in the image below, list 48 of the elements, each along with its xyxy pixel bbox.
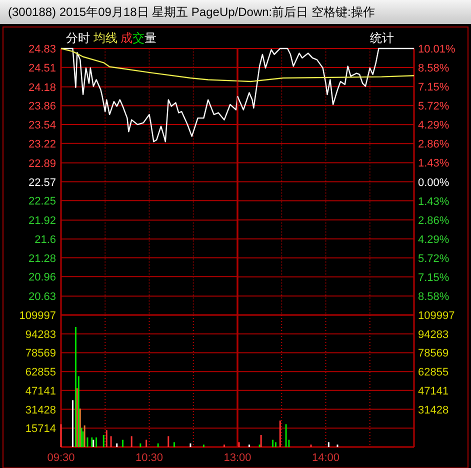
y2-tick-label: 7.15%: [418, 272, 450, 284]
y2-tick-label: 1.43%: [418, 196, 450, 208]
x-tick-label: 13:00: [224, 452, 252, 464]
y-tick-label: 62855: [418, 366, 449, 379]
y-tick-label: 21.92: [28, 215, 56, 228]
y2-tick-label: 8.58%: [418, 290, 450, 303]
text: 统计: [370, 31, 394, 45]
y-tick-label: 21.6: [34, 234, 56, 246]
y-tick-label: 22.89: [28, 158, 56, 170]
y-tick-label: 31428: [418, 404, 449, 416]
y-tick-label: 20.96: [28, 272, 56, 284]
x-tick-label: 09:30: [47, 452, 75, 464]
y2-tick-label: 4.29%: [418, 234, 450, 246]
y-tick-label: 24.83: [28, 44, 56, 56]
y2-tick-label: 0.00%: [418, 176, 450, 189]
y2-tick-label: 7.15%: [418, 82, 450, 94]
y-tick-label: 24.18: [28, 82, 56, 94]
y-tick-label: 23.22: [28, 138, 56, 150]
y-tick-label: 78569: [418, 348, 449, 360]
y2-tick-label: 8.58%: [418, 62, 450, 75]
y-tick-label: 31428: [25, 404, 56, 416]
x-tick-label: 10:30: [135, 452, 164, 464]
y2-tick-label: 5.72%: [418, 100, 450, 113]
y-tick-label: 109997: [19, 310, 56, 322]
y2-tick-label: 10.01%: [418, 44, 456, 56]
y2-tick-label: 2.86%: [418, 214, 450, 227]
legend: 分时 均线 成交量: [66, 31, 157, 45]
y-tick-label: 78569: [25, 348, 56, 360]
y-tick-label: 20.63: [28, 291, 56, 304]
y2-tick-label: 4.29%: [418, 120, 450, 132]
y-tick-label: 94283: [25, 328, 56, 341]
y-tick-label: 47141: [418, 385, 449, 398]
y-tick-label: 22.25: [28, 196, 56, 208]
chart-title: (300188) 2015年09月18日 星期五 PageUp/Down:前后日 空格键:操作: [8, 5, 375, 19]
y2-tick-label: 2.86%: [418, 138, 450, 151]
y-tick-label: 47141: [25, 385, 56, 398]
y-tick-label: 62855: [25, 366, 56, 379]
y-tick-label: 22.57: [28, 176, 56, 189]
y2-tick-label: 1.43%: [418, 158, 450, 170]
x-tick-label: 14:00: [312, 452, 340, 464]
y-tick-label: 23.86: [28, 100, 56, 113]
y-tick-label: 15714: [25, 423, 56, 436]
y-tick-label: 23.54: [28, 120, 56, 132]
y-tick-label: 94283: [418, 328, 449, 341]
y2-tick-label: 5.72%: [418, 252, 450, 265]
y-tick-label: 24.51: [28, 62, 56, 74]
y-tick-label: 21.28: [28, 252, 56, 265]
y-tick-label: 109997: [418, 310, 455, 322]
